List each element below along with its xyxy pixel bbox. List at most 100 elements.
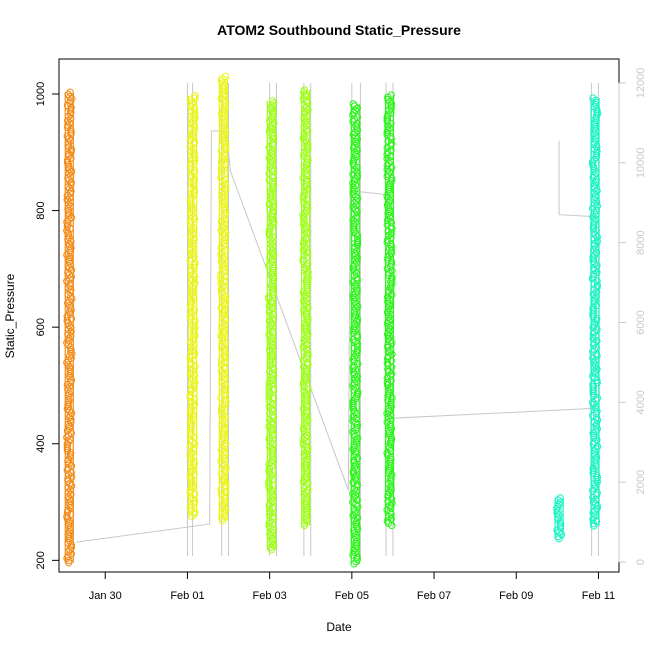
data-point	[592, 153, 600, 162]
data-point	[190, 294, 198, 303]
data-point	[190, 471, 198, 479]
data-point	[220, 294, 228, 303]
data-point	[267, 196, 275, 204]
data-point	[352, 557, 360, 566]
data-point	[349, 131, 357, 139]
data-point	[269, 185, 277, 193]
data-point	[351, 181, 360, 190]
data-point	[590, 359, 598, 367]
data-point	[63, 442, 72, 450]
data-point	[385, 185, 393, 194]
data-point	[555, 535, 563, 543]
y-tick-label: 800	[35, 201, 47, 219]
data-point	[222, 292, 230, 301]
data-point	[349, 467, 357, 476]
data-point	[301, 433, 310, 442]
data-point	[220, 376, 228, 384]
data-point	[388, 163, 396, 172]
data-point	[220, 138, 228, 147]
data-point	[269, 275, 277, 283]
data-point	[65, 200, 73, 209]
data-point	[186, 493, 195, 501]
data-point	[301, 167, 310, 176]
data-point	[353, 359, 362, 368]
data-point	[186, 488, 195, 497]
data-point	[349, 324, 358, 333]
data-point	[353, 388, 362, 396]
y2-tick-label: 2000	[635, 470, 647, 494]
data-point	[590, 242, 599, 250]
data-point	[386, 214, 394, 222]
data-point	[66, 288, 74, 296]
data-point	[384, 95, 392, 104]
data-point	[590, 319, 599, 327]
data-point	[593, 394, 602, 402]
data-point	[187, 360, 195, 369]
data-point	[351, 106, 359, 115]
data-point	[218, 407, 226, 415]
data-point	[386, 337, 394, 345]
data-point	[591, 231, 599, 239]
x-tick-label: Jan 30	[89, 590, 122, 602]
data-point	[220, 510, 229, 518]
data-point	[217, 393, 225, 402]
y2-tick-label: 4000	[635, 390, 647, 414]
data-point	[383, 330, 392, 339]
data-point	[66, 88, 74, 96]
y2-tick-label: 0	[635, 559, 647, 565]
y2-tick-label: 12000	[635, 68, 647, 99]
data-point	[191, 92, 199, 100]
data-point	[66, 198, 74, 206]
data-point	[65, 271, 74, 279]
data-point	[188, 98, 196, 107]
data-point	[349, 469, 358, 478]
data-point	[65, 422, 73, 431]
data-point	[190, 215, 199, 223]
gray-lines-layer	[76, 82, 599, 557]
data-point	[304, 486, 312, 494]
data-point	[267, 106, 275, 114]
data-point	[385, 464, 394, 472]
chart-title: ATOM2 Southbound Static_Pressure	[217, 22, 461, 38]
data-point	[301, 429, 309, 437]
data-point	[589, 498, 598, 506]
data-point	[189, 155, 197, 164]
data-point	[384, 480, 393, 488]
data-point	[350, 186, 359, 194]
data-point	[301, 227, 309, 235]
data-point	[267, 427, 276, 435]
data-point	[300, 216, 308, 224]
data-point	[265, 200, 274, 209]
data-point	[387, 403, 395, 411]
data-point	[350, 560, 358, 568]
data-point	[219, 299, 227, 307]
data-point	[351, 289, 360, 297]
data-point	[217, 332, 225, 340]
data-point	[189, 444, 198, 452]
data-point	[385, 368, 393, 376]
data-point	[590, 220, 598, 228]
data-point	[352, 150, 360, 159]
data-point	[351, 256, 359, 264]
data-point	[66, 202, 75, 211]
data-point	[190, 186, 198, 195]
data-point	[353, 164, 361, 172]
data-point	[188, 310, 196, 318]
data-point	[590, 522, 598, 530]
data-point	[590, 418, 599, 426]
y2-tick-label: 10000	[635, 148, 647, 179]
data-point	[589, 469, 597, 477]
data-point	[66, 352, 74, 360]
data-point	[592, 96, 600, 105]
data-point	[267, 240, 275, 248]
data-point	[188, 484, 196, 492]
data-point	[265, 482, 273, 490]
data-point	[353, 483, 361, 491]
data-point	[591, 374, 599, 382]
plot-frame	[58, 58, 620, 573]
data-point	[592, 198, 601, 206]
data-point	[265, 469, 274, 477]
data-point	[221, 305, 229, 314]
data-point	[269, 455, 277, 464]
data-point	[383, 128, 391, 137]
